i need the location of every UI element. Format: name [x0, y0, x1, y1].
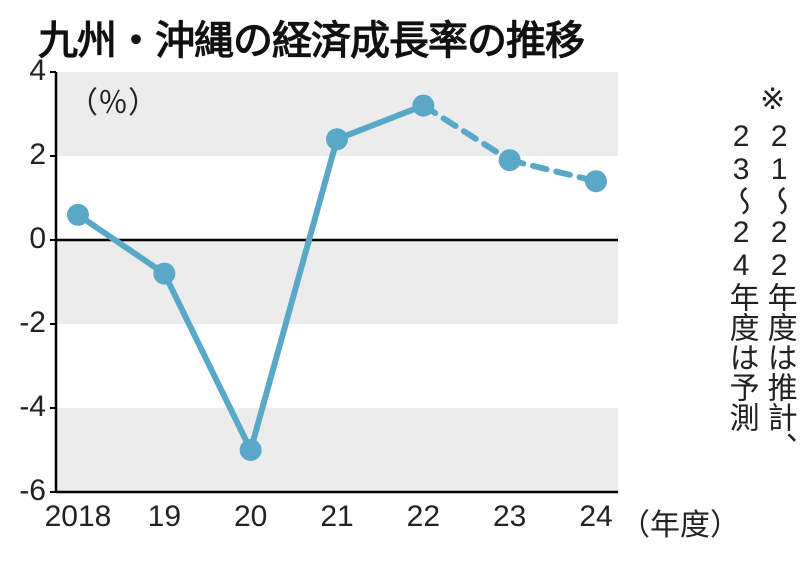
y-tick-label: 0 — [2, 222, 46, 256]
x-tick-label: 21 — [320, 500, 353, 534]
x-tick-label: 2018 — [45, 500, 112, 534]
y-tick-label: 4 — [2, 54, 46, 88]
x-tick-label: 20 — [234, 500, 267, 534]
y-tick-label: 2 — [2, 138, 46, 172]
y-tick-label: -4 — [2, 390, 46, 424]
chart-area: （％） （年度） ※ 21〜22年度は推計、 23〜24年度は予測 420-2-… — [0, 66, 800, 563]
note-column-1: 21〜22年度は推計、 — [760, 120, 797, 462]
x-tick-label: 24 — [579, 500, 612, 534]
y-unit-label: （％） — [68, 78, 158, 122]
note-column-2: 23〜24年度は予測 — [722, 120, 759, 432]
chart-svg — [0, 66, 800, 563]
chart-title: 九州・沖縄の経済成長率の推移 — [0, 0, 800, 70]
x-tick-label: 22 — [407, 500, 440, 534]
y-tick-label: -2 — [2, 306, 46, 340]
x-tick-label: 19 — [148, 500, 181, 534]
y-tick-label: -6 — [2, 474, 46, 508]
x-unit-label: （年度） — [620, 500, 740, 544]
x-tick-label: 23 — [493, 500, 526, 534]
note-asterisk: ※ — [760, 82, 785, 117]
